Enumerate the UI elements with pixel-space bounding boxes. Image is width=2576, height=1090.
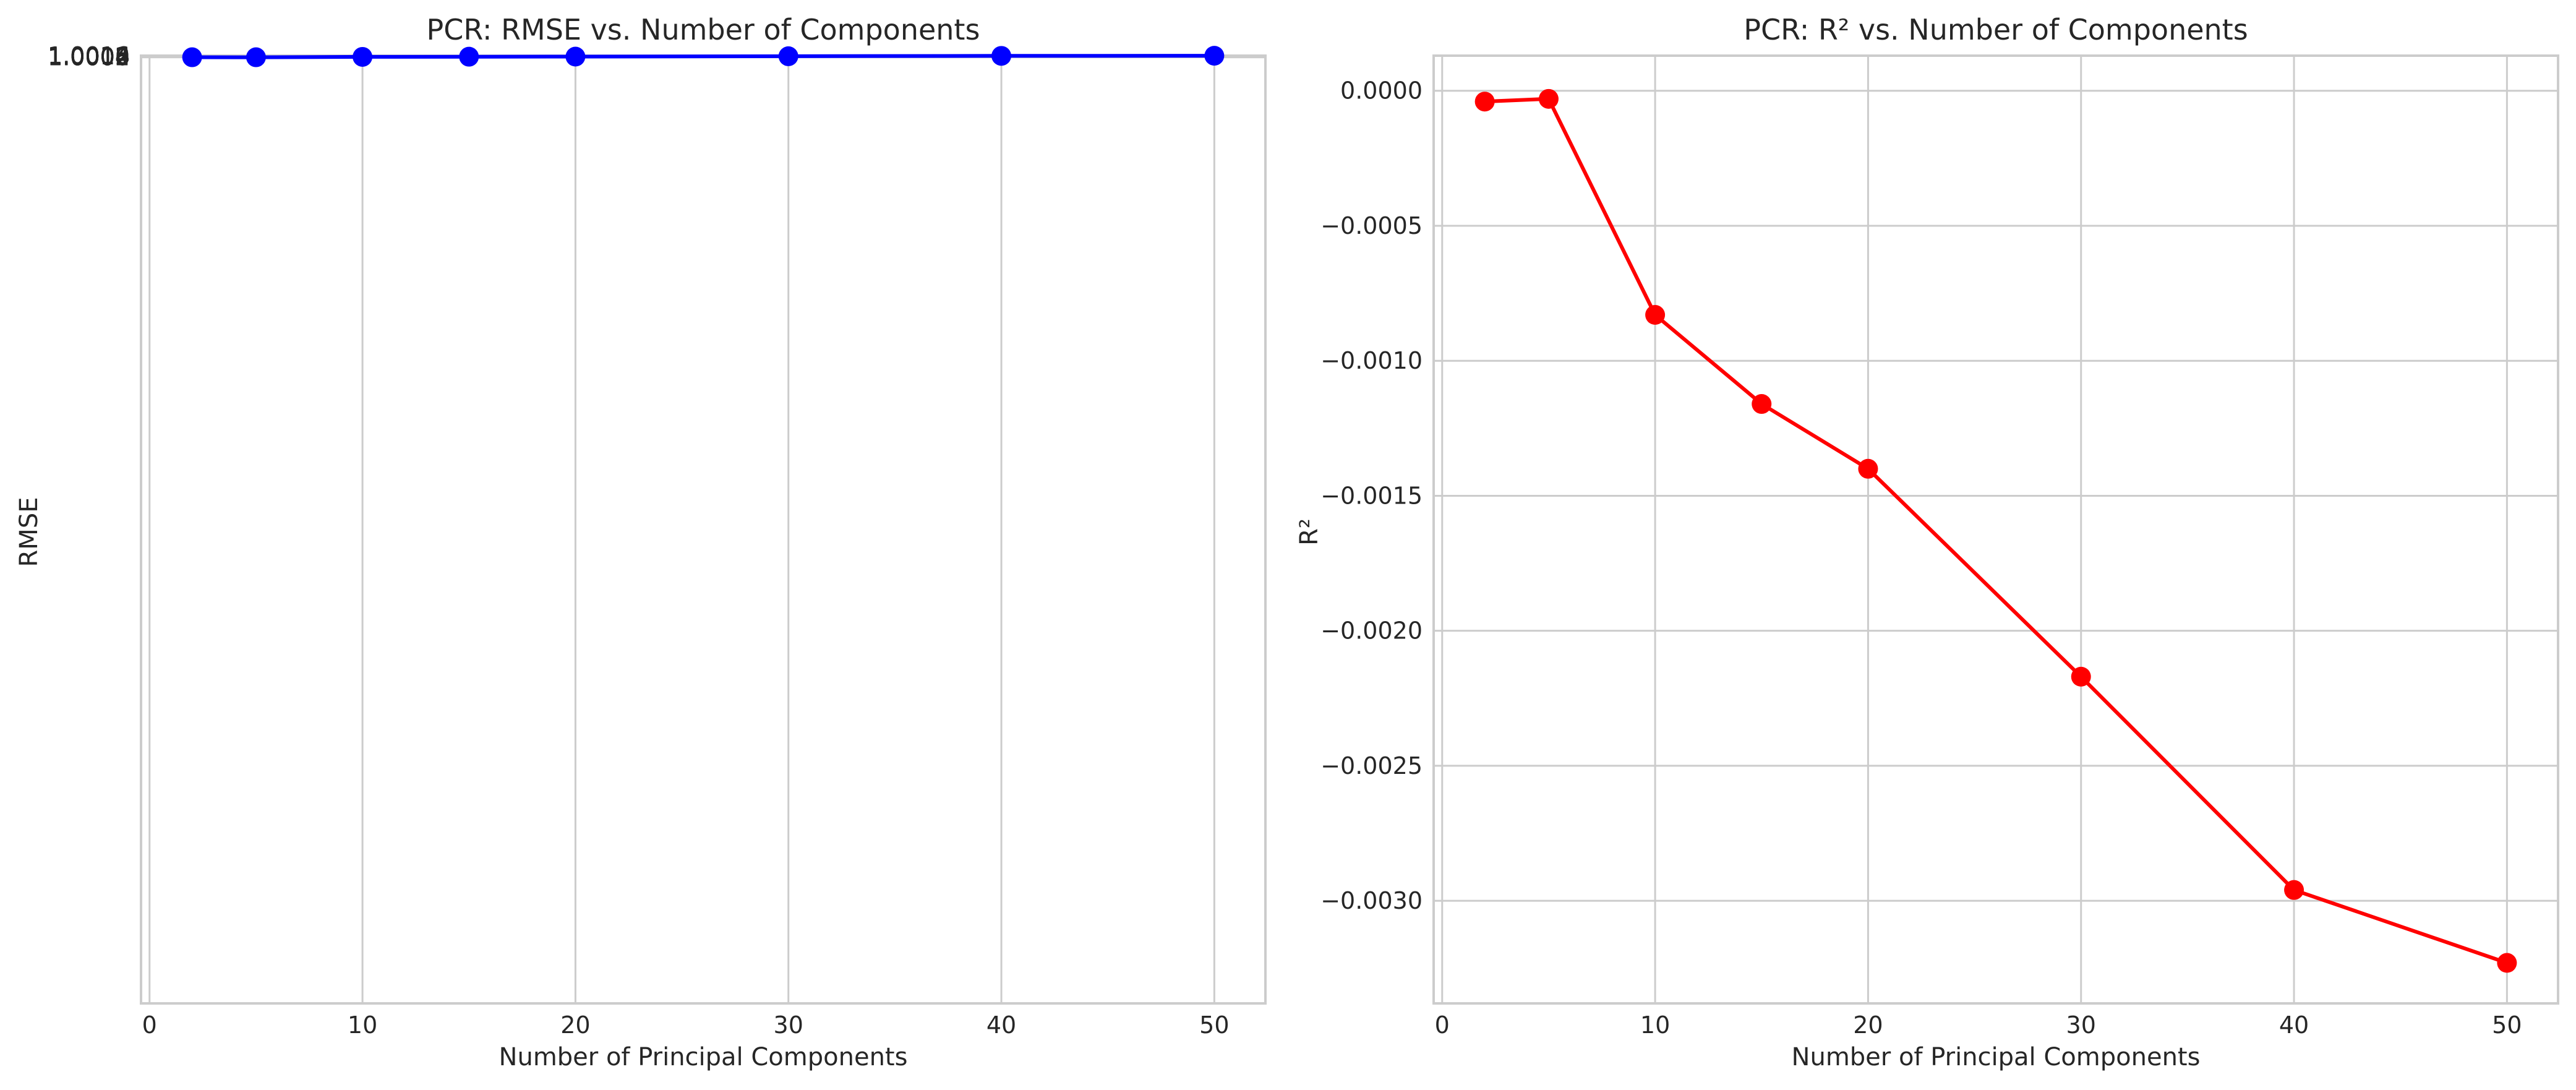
r2-data-point bbox=[1752, 394, 1772, 414]
r2-x-tick-label: 10 bbox=[1640, 1011, 1670, 1039]
r2-data-point bbox=[2497, 953, 2517, 973]
r2-y-tick-label: −0.0005 bbox=[1320, 212, 1423, 239]
r2-plot-frame bbox=[1432, 54, 2559, 1005]
rmse-data-point bbox=[182, 47, 202, 67]
r2-y-tick-label: −0.0020 bbox=[1320, 617, 1423, 645]
r2-data-point bbox=[1858, 458, 1878, 479]
rmse-data-point bbox=[991, 46, 1012, 66]
rmse-x-tick-label: 20 bbox=[560, 1011, 590, 1039]
rmse-y-tick-label: 1.0000 bbox=[48, 44, 130, 71]
r2-y-tick-label: −0.0025 bbox=[1320, 752, 1423, 779]
r2-data-point bbox=[1474, 92, 1495, 112]
rmse-chart-title: PCR: RMSE vs. Number of Components bbox=[427, 13, 980, 46]
rmse-data-point bbox=[1204, 46, 1225, 66]
r2-data-point bbox=[2284, 880, 2304, 900]
rmse-chart: 0 10 20 30 40 50 1.00001.00021.00041.00061.000… bbox=[15, 13, 1267, 1071]
r2-data-point bbox=[2071, 666, 2091, 687]
rmse-y-axis-label: RMSE bbox=[15, 497, 43, 567]
r2-x-axis-label: Number of Principal Components bbox=[1792, 1043, 2201, 1071]
rmse-x-tick-label: 0 bbox=[142, 1011, 157, 1039]
rmse-y-tick-label: 1.0014 bbox=[48, 42, 130, 69]
rmse-x-tick-label: 40 bbox=[986, 1011, 1016, 1039]
rmse-x-tick-label: 10 bbox=[348, 1011, 377, 1039]
r2-y-tick-label: −0.0010 bbox=[1320, 347, 1423, 374]
r2-y-axis-label: R² bbox=[1295, 518, 1324, 546]
r2-series-line bbox=[1484, 97, 2508, 965]
r2-data-point bbox=[1538, 88, 1559, 109]
rmse-x-tick-label: 30 bbox=[774, 1011, 803, 1039]
rmse-x-axis-label: Number of Principal Components bbox=[499, 1043, 908, 1071]
rmse-series-line bbox=[192, 54, 1215, 59]
r2-y-tick-label: 0.0000 bbox=[1340, 77, 1423, 105]
rmse-data-point bbox=[565, 46, 586, 67]
rmse-y-tick-label: 1.0004 bbox=[48, 43, 130, 71]
r2-chart-title: PCR: R² vs. Number of Components bbox=[1744, 13, 2248, 46]
r2-x-tick-label: 20 bbox=[1853, 1011, 1883, 1039]
r2-x-tick-label: 50 bbox=[2492, 1011, 2522, 1039]
rmse-y-tick-label: 1.0006 bbox=[48, 43, 130, 71]
r2-data-point bbox=[1645, 305, 1666, 325]
rmse-x-tick-label: 50 bbox=[1199, 1011, 1229, 1039]
rmse-y-tick-label: 1.0002 bbox=[48, 43, 130, 71]
rmse-y-tick-label: 1.0010 bbox=[48, 43, 130, 70]
r2-y-tick-label: −0.0015 bbox=[1320, 482, 1423, 509]
rmse-y-tick-label: 1.0016 bbox=[48, 42, 130, 69]
rmse-y-tick-label: 1.0012 bbox=[48, 43, 130, 70]
rmse-data-point bbox=[459, 46, 479, 67]
r2-x-tick-label: 0 bbox=[1435, 1011, 1450, 1039]
r2-x-tick-label: 30 bbox=[2066, 1011, 2096, 1039]
r2-y-tick-label: −0.0030 bbox=[1320, 887, 1423, 914]
r2-chart: 0 10 20 30 40 50 0.0000 −0.0005 −0.0010 −0.0015 −0… bbox=[1295, 13, 2559, 1071]
rmse-data-point bbox=[246, 47, 266, 67]
rmse-data-point bbox=[778, 46, 798, 66]
rmse-y-tick-label: 1.0008 bbox=[48, 43, 130, 70]
rmse-data-point bbox=[353, 46, 373, 67]
r2-x-tick-label: 40 bbox=[2279, 1011, 2309, 1039]
